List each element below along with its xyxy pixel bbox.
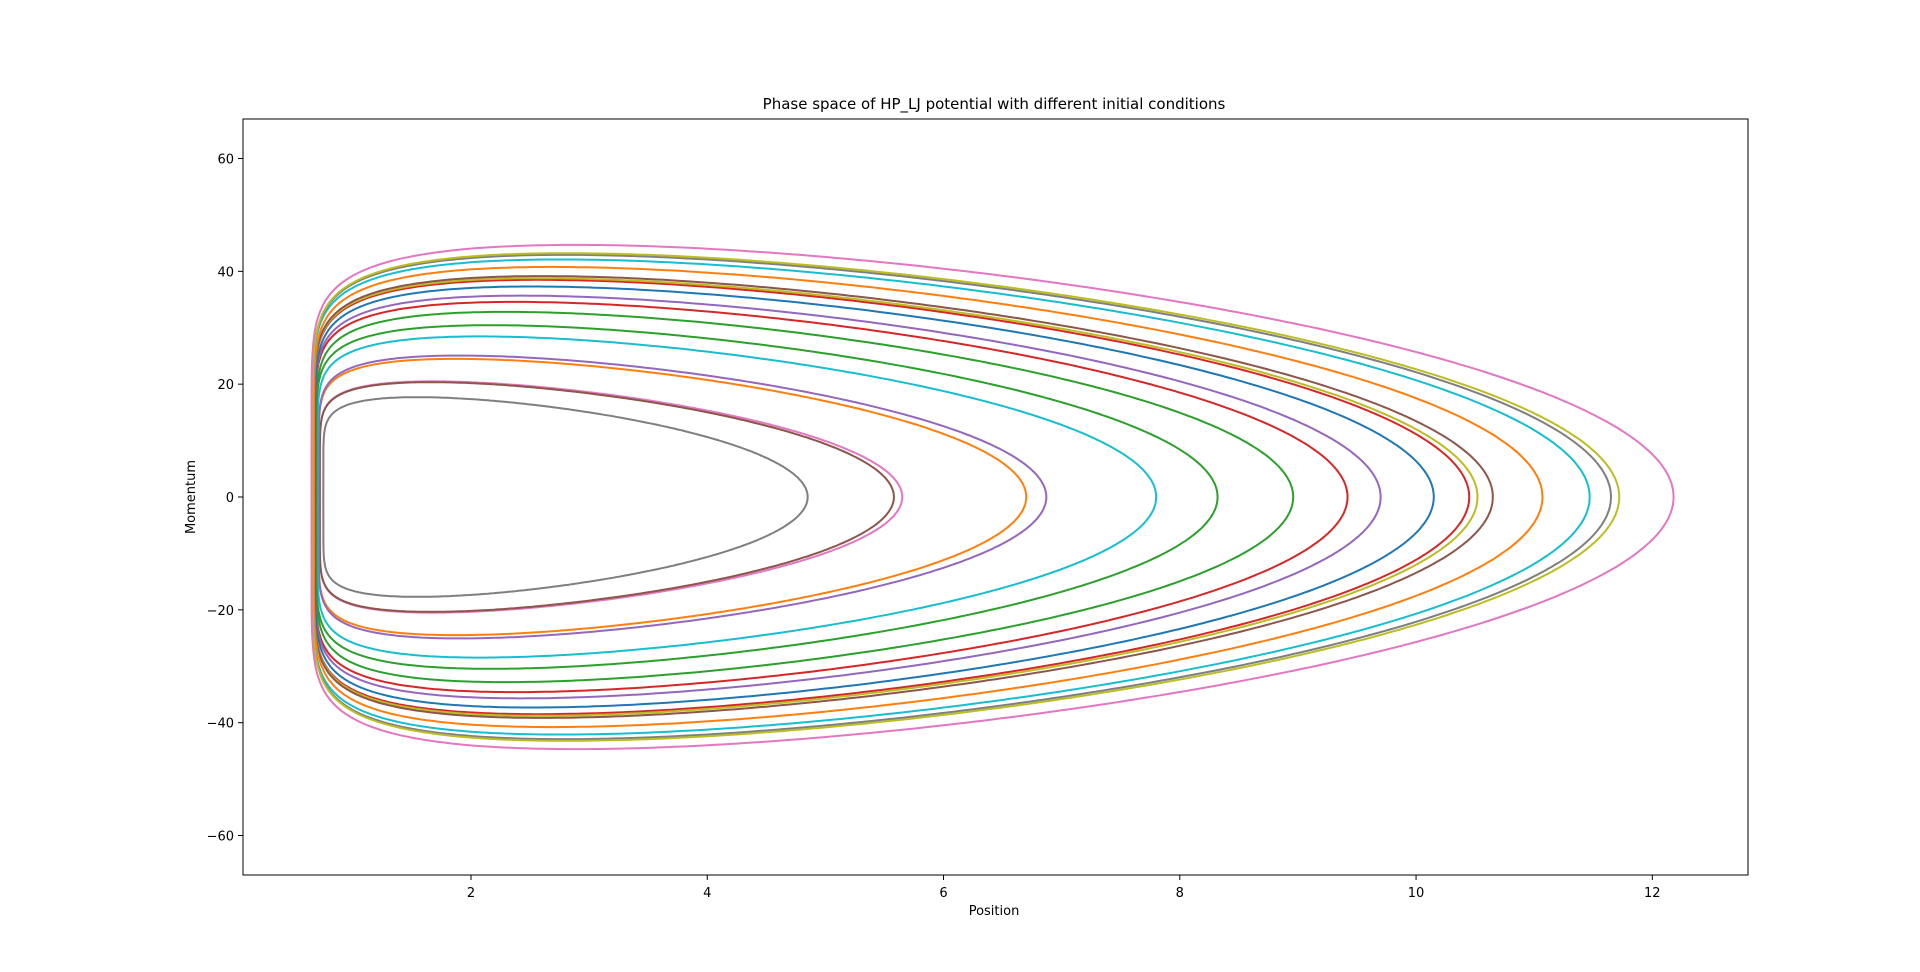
series-line-6 [316, 335, 1158, 659]
series-line-8 [315, 310, 1295, 684]
y-tick-label: −20 [207, 604, 234, 619]
series-line-3 [318, 381, 895, 613]
series-line-12 [312, 278, 1471, 716]
y-tick-label: 60 [217, 152, 234, 167]
series-line-18 [311, 252, 1621, 742]
series-line-4 [317, 357, 1028, 637]
y-tick-label: −40 [207, 717, 234, 732]
series-line-14 [312, 275, 1494, 719]
series-line-11 [314, 285, 1435, 709]
y-axis: −60 −40 −20 0 20 40 60 [207, 152, 243, 845]
x-tick-label: 4 [703, 886, 711, 901]
chart-title: Phase space of HP_LJ potential with diff… [763, 95, 1226, 114]
series-line-9 [314, 300, 1349, 694]
series-line-1 [322, 396, 809, 598]
x-axis-label: Position [969, 904, 1020, 919]
series-line-13 [312, 277, 1479, 717]
y-tick-label: 20 [217, 378, 234, 393]
plot-area [310, 243, 1675, 751]
y-tick-label: 0 [226, 491, 234, 506]
series-line-19 [310, 243, 1675, 751]
series-line-5 [317, 354, 1048, 640]
y-tick-label: 40 [217, 265, 234, 280]
x-tick-label: 8 [1176, 886, 1184, 901]
y-tick-label: −60 [207, 830, 234, 845]
series-line-16 [311, 258, 1591, 736]
series-line-7 [315, 324, 1219, 670]
x-tick-label: 6 [939, 886, 947, 901]
y-axis-label: Momentum [184, 460, 199, 534]
x-tick-label: 10 [1408, 886, 1425, 901]
x-tick-label: 2 [467, 886, 475, 901]
x-axis: 2 4 6 8 10 12 [467, 875, 1661, 901]
series-line-10 [314, 294, 1382, 700]
series-line-17 [311, 253, 1613, 741]
x-tick-label: 12 [1644, 886, 1661, 901]
series-line-15 [312, 265, 1544, 729]
